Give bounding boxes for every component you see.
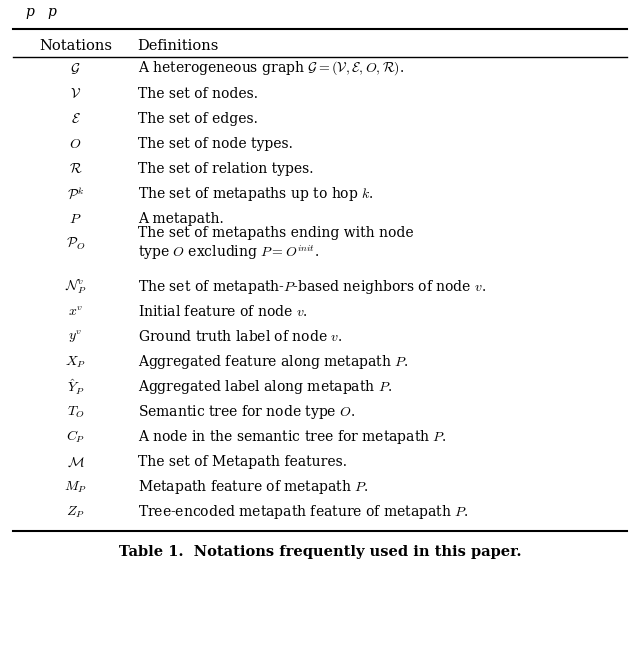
Text: type $O$ excluding $P = O^{init}$.: type $O$ excluding $P = O^{init}$. <box>138 243 319 262</box>
Text: The set of metapaths ending with node: The set of metapaths ending with node <box>138 226 413 240</box>
Text: $y^v$: $y^v$ <box>68 329 83 345</box>
Text: Semantic tree for node type $O$.: Semantic tree for node type $O$. <box>138 403 355 421</box>
Text: Initial feature of node $v$.: Initial feature of node $v$. <box>138 304 307 319</box>
Text: The set of node types.: The set of node types. <box>138 137 292 151</box>
Text: The set of relation types.: The set of relation types. <box>138 162 313 176</box>
Text: $\mathcal{M}$: $\mathcal{M}$ <box>67 455 84 469</box>
Text: $\mathcal{V}$: $\mathcal{V}$ <box>70 87 81 100</box>
Text: Aggregated label along metapath $P$.: Aggregated label along metapath $P$. <box>138 378 392 396</box>
Text: $x^v$: $x^v$ <box>68 304 83 319</box>
Text: The set of nodes.: The set of nodes. <box>138 87 258 100</box>
Text: The set of edges.: The set of edges. <box>138 111 257 126</box>
Text: Definitions: Definitions <box>138 38 219 53</box>
Text: $Z_P$: $Z_P$ <box>66 505 85 520</box>
Text: $T_O$: $T_O$ <box>67 404 84 420</box>
Text: A metapath.: A metapath. <box>138 212 223 226</box>
Text: $\mathcal{N}_P^v$: $\mathcal{N}_P^v$ <box>65 277 86 296</box>
Text: Aggregated feature along metapath $P$.: Aggregated feature along metapath $P$. <box>138 353 408 371</box>
Text: A node in the semantic tree for metapath $P$.: A node in the semantic tree for metapath… <box>138 428 447 446</box>
Text: $P$: $P$ <box>69 212 82 226</box>
Text: $\mathcal{G}$: $\mathcal{G}$ <box>70 61 81 76</box>
Text: $X_P$: $X_P$ <box>65 354 86 370</box>
Text: The set of metapaths up to hop $k$.: The set of metapaths up to hop $k$. <box>138 185 373 203</box>
Text: Notations: Notations <box>39 38 112 53</box>
Text: The set of Metapath features.: The set of Metapath features. <box>138 455 347 469</box>
Text: Ground truth label of node $v$.: Ground truth label of node $v$. <box>138 329 342 344</box>
Text: $\mathcal{P}_O$: $\mathcal{P}_O$ <box>66 236 85 252</box>
Text: The set of metapath-$P$-based neighbors of node $v$.: The set of metapath-$P$-based neighbors … <box>138 278 486 295</box>
Text: $C_P$: $C_P$ <box>66 429 85 445</box>
Text: $\mathcal{E}$: $\mathcal{E}$ <box>70 111 81 126</box>
Text: $\hat{Y}_P$: $\hat{Y}_P$ <box>67 378 84 396</box>
Text: Table 1.  Notations frequently used in this paper.: Table 1. Notations frequently used in th… <box>119 545 521 559</box>
Text: $M_P$: $M_P$ <box>64 480 87 495</box>
Text: A heterogeneous graph $\mathcal{G} = (\mathcal{V}, \mathcal{E}, O, \mathcal{R})$: A heterogeneous graph $\mathcal{G} = (\m… <box>138 59 404 78</box>
Text: $\mathcal{P}^k$: $\mathcal{P}^k$ <box>67 186 84 201</box>
Text: Tree-encoded metapath feature of metapath $P$.: Tree-encoded metapath feature of metapat… <box>138 503 468 522</box>
Text: $O$: $O$ <box>69 137 82 151</box>
Text: p   p: p p <box>26 5 56 19</box>
Text: Metapath feature of metapath $P$.: Metapath feature of metapath $P$. <box>138 479 369 496</box>
Text: $\mathcal{R}$: $\mathcal{R}$ <box>68 162 83 176</box>
